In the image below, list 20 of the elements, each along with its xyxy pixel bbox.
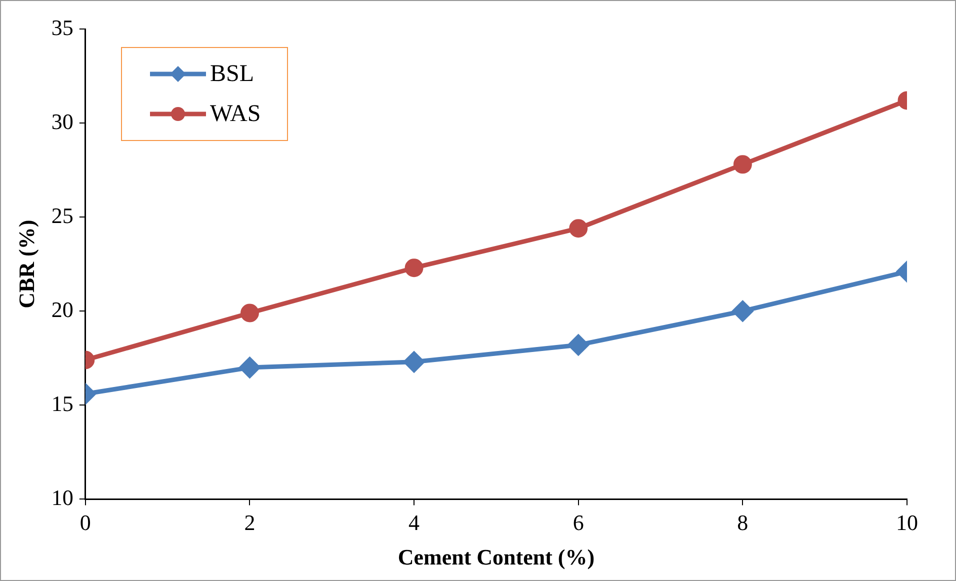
point (404, 258, 424, 278)
x-tick-label: 2 (244, 510, 256, 536)
legend-label: WAS (210, 100, 261, 128)
y-tick-label: 30 (51, 108, 74, 134)
point (569, 219, 588, 238)
x-tick-label: 10 (896, 510, 918, 536)
x-tick-label: 8 (737, 510, 748, 536)
x-tick-label: 4 (408, 510, 420, 536)
x-tick-label: 0 (80, 510, 91, 536)
x-axis-title: Cement Content (%) (398, 544, 595, 570)
y-tick-label: 10 (51, 484, 74, 510)
y-tick-label: 25 (51, 202, 74, 228)
y-axis-title: CBR (%) (14, 220, 39, 308)
x-tick-label: 6 (572, 510, 584, 536)
point (404, 352, 424, 372)
y-tick-label: 20 (51, 296, 74, 322)
point (568, 334, 589, 356)
y-tick-label: 35 (51, 14, 74, 40)
legend-label: BSL (210, 60, 254, 88)
y-tick-label: 15 (51, 390, 74, 416)
